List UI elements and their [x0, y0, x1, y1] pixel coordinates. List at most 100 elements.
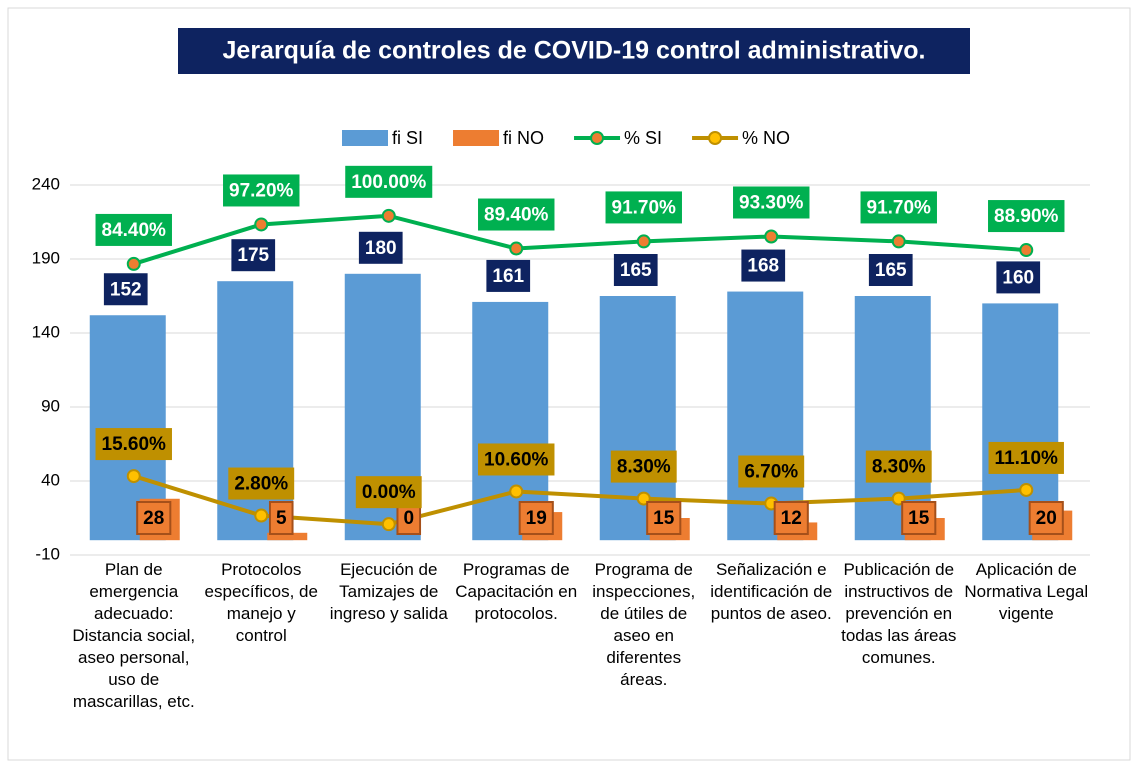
x-tick-label: Programa de inspecciones, de útiles de a… — [592, 560, 696, 689]
point-label-box — [988, 200, 1065, 233]
point-label: 97.20% — [229, 180, 294, 201]
bar-label: 152 — [110, 279, 142, 300]
x-tick-label: Protocolos específicos, de manejo y cont… — [204, 560, 318, 645]
point-label: 88.90% — [994, 206, 1059, 227]
chart-border — [7, 7, 1131, 761]
y-tick-label: 90 — [41, 396, 60, 415]
point-label-box — [605, 191, 682, 224]
bar-label-box — [646, 501, 682, 535]
point-label-box — [355, 476, 422, 509]
point-label: 93.30% — [739, 193, 804, 214]
line-marker — [254, 508, 269, 523]
line-marker — [1019, 482, 1034, 497]
bar — [982, 303, 1059, 541]
line-marker — [254, 217, 269, 232]
chart-title: Jerarquía de controles de COVID-19 contr… — [223, 37, 926, 65]
bar-label: 20 — [1036, 508, 1057, 529]
bar-label-box — [358, 231, 403, 264]
point-label: 8.30% — [617, 457, 671, 478]
line — [133, 213, 1027, 266]
bar-label: 28 — [143, 508, 164, 529]
point-label-box — [228, 467, 295, 500]
y-tick-label: -10 — [35, 544, 60, 563]
y-tick-label: 40 — [41, 470, 60, 489]
legend-label: fi NO — [503, 128, 544, 148]
legend-swatch — [342, 130, 388, 146]
bar-label-box — [773, 501, 809, 535]
legend-swatch — [453, 130, 500, 146]
point-label-box — [95, 428, 172, 461]
bar-label: 161 — [492, 266, 524, 287]
bar-label-box — [518, 501, 554, 535]
bar-label-box — [486, 259, 531, 292]
point-label: 2.80% — [234, 474, 288, 495]
bar — [267, 532, 308, 541]
bar-label: 165 — [875, 260, 907, 281]
point-label: 91.70% — [612, 197, 677, 218]
point-label: 6.70% — [744, 462, 798, 483]
line-marker — [891, 234, 906, 249]
y-tick-label: 140 — [32, 322, 60, 341]
legend-swatch — [590, 131, 605, 145]
bar-label: 180 — [365, 238, 397, 259]
bar-label-box — [996, 261, 1041, 294]
x-tick-label: Señalización e identificación de puntos … — [710, 560, 833, 623]
bar-label: 168 — [747, 256, 779, 277]
bar-label-box — [136, 501, 172, 535]
bar-label: 175 — [237, 245, 269, 266]
point-label: 11.10% — [995, 448, 1058, 469]
line-marker — [764, 229, 779, 244]
line-marker — [509, 484, 524, 499]
line-marker — [126, 469, 141, 484]
point-label: 100.00% — [351, 172, 426, 193]
y-tick-label: 190 — [32, 248, 60, 267]
bar — [727, 291, 804, 541]
bar-label: 15 — [653, 508, 675, 529]
bar-label: 165 — [620, 260, 652, 281]
point-label-box — [478, 443, 555, 476]
x-tick-label: Aplicación de Normativa Legal vigente — [964, 560, 1089, 623]
line-marker — [381, 208, 396, 223]
bar-label-box — [901, 501, 937, 535]
bar-label: 160 — [1002, 267, 1034, 288]
point-label: 8.30% — [872, 457, 926, 478]
y-tick-label: 240 — [32, 174, 60, 193]
line-marker — [381, 517, 396, 532]
point-label: 89.40% — [484, 205, 549, 226]
point-label-box — [865, 450, 932, 483]
point-label: 84.40% — [102, 220, 167, 241]
legend-label: % SI — [624, 128, 662, 148]
bar-label-box — [1028, 501, 1064, 535]
bar-label-box — [613, 254, 658, 286]
point-label-box — [988, 441, 1064, 474]
x-tick-label: Programas de Capacitación en protocolos. — [455, 560, 578, 623]
legend-swatch — [708, 131, 723, 145]
x-tick-label: Ejecución de Tamizajes de ingreso y sali… — [329, 560, 448, 623]
title-box — [178, 28, 970, 74]
point-label-box — [733, 186, 810, 219]
legend-label: % NO — [742, 128, 790, 148]
point-label-box — [738, 455, 805, 488]
bar-label-box — [268, 501, 294, 535]
point-label: 0.00% — [362, 482, 416, 503]
bar-label-box — [868, 254, 913, 286]
point-label: 10.60% — [484, 449, 549, 470]
point-label-box — [610, 450, 677, 483]
point-label: 15.60% — [102, 434, 167, 455]
bar-label-box — [741, 249, 786, 282]
bar-label-box — [231, 239, 276, 272]
point-label-box — [95, 213, 172, 246]
point-label-box — [860, 191, 937, 224]
point-label: 91.70% — [867, 197, 932, 218]
point-label-box — [478, 198, 555, 231]
x-tick-label: Publicación de instructivos de prevenció… — [841, 560, 957, 667]
bar-label: 15 — [908, 508, 930, 529]
bar-label: 12 — [781, 508, 802, 529]
bar-label: 5 — [276, 508, 287, 529]
bar-label: 0 — [403, 508, 414, 529]
bar-label: 19 — [526, 508, 547, 529]
line-marker — [1019, 243, 1034, 258]
legend-label: fi SI — [392, 128, 423, 148]
line-marker — [636, 234, 651, 249]
